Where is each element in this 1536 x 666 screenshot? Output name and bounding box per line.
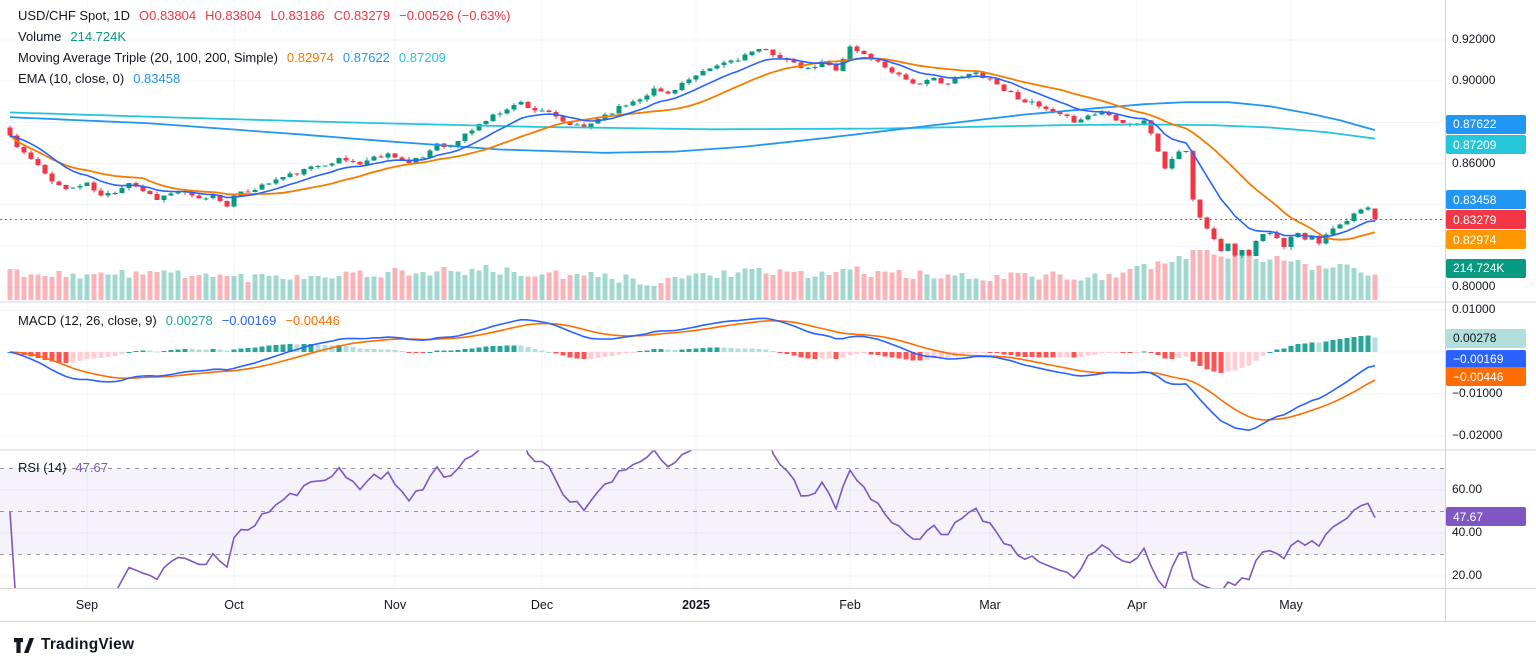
legend-segment: −0.00169 [221,313,277,328]
macd-signal-badge: −0.00446 [1446,367,1526,387]
macd-histogram [7,335,1378,374]
legend-segment: USD/CHF Spot, 1D [18,8,130,23]
rsi-line [9,450,1376,588]
legend-segment: C0.83279 [333,8,391,23]
volume-series [7,250,1378,300]
axis-separator [1445,0,1446,622]
macd-header-row: MACD (12, 26, close, 9) 0.00278 −0.00169 −0… [18,310,340,331]
legend-segment: 0.87209 [398,50,446,65]
ema10-line [9,56,1376,239]
volume-row: Volume 214.724K [18,26,510,47]
ma-triple-row: Moving Average Triple (20, 100, 200, Sim… [18,47,510,68]
volume-badge: 214.724K [1446,258,1526,278]
legend-segment: Volume [18,29,62,44]
legend-segment: 0.83458 [133,71,181,86]
time-axis-label: Oct [224,598,244,612]
legend-segment: EMA (10, close, 0) [18,71,125,86]
last-price-badge: 0.83279 [1446,210,1526,229]
ma20-line [9,57,1376,241]
ma20-badge: 0.82974 [1446,230,1526,250]
legend-segment: H0.83804 [205,8,262,23]
rsi-header-row: RSI (14) 47.67 [18,457,108,478]
ema-row: EMA (10, close, 0) 0.83458 [18,68,510,89]
rsi-pane-legend: RSI (14) 47.67 [18,457,108,478]
legend-segment: 47.67 [75,460,108,475]
axis-label: 0.90000 [1452,73,1496,88]
axis-label: 0.92000 [1452,32,1496,46]
tradingview-logo-icon [14,637,34,653]
tradingview-logo-text: TradingView [41,636,135,653]
time-axis-label: Feb [839,598,861,612]
legend-segment: 0.00278 [165,313,213,328]
symbol-row: USD/CHF Spot, 1D O0.83804 H0.83804 L0.83186… [18,5,510,26]
macd-signal-line [9,319,1376,421]
ma200-badge: 0.87209 [1446,135,1526,155]
rsi-level-lines [0,468,1445,555]
time-axis-label: 2025 [682,598,710,612]
time-axis-label: Dec [530,598,554,612]
legend-segment: 0.82974 [286,50,334,65]
macd-hist-badge: 0.00278 [1446,328,1526,348]
macd-line [9,317,1376,432]
axis-label: 0.01000 [1452,302,1496,316]
ma100-badge: 0.87622 [1446,114,1526,134]
time-scale[interactable]: Sep Oct Nov Dec 2025 Feb Mar Apr May [0,588,1536,622]
legend-segment: −0.00526 (−0.63%) [399,8,511,23]
price-pane-legend: USD/CHF Spot, 1D O0.83804 H0.83804 L0.83186… [18,5,510,89]
axis-label: −0.01000 [1452,386,1503,400]
time-axis-label: Apr [1127,598,1147,612]
legend-segment: L0.83186 [270,8,325,23]
macd-pane-legend: MACD (12, 26, close, 9) 0.00278 −0.00169 −0… [18,310,340,331]
tradingview-logo[interactable]: TradingView [14,636,134,654]
legend-segment: RSI (14) [18,460,67,475]
legend-segment: 0.87622 [342,50,390,65]
axis-label: 40.00 [1452,525,1483,539]
pane-separator[interactable] [0,301,1536,451]
time-axis-label: May [1279,598,1303,612]
legend-segment: −0.00446 [285,313,340,328]
axis-label: 0.80000 [1452,279,1496,293]
axis-label: 20.00 [1452,568,1483,582]
ema-badge: 0.83458 [1446,190,1526,210]
legend-segment: Moving Average Triple (20, 100, 200, Sim… [18,50,278,65]
chart-surface[interactable] [0,0,1536,588]
ma200-line [9,111,1376,140]
time-axis-label: Mar [979,598,1001,612]
legend-segment: O0.83804 [138,8,197,23]
legend-segment: MACD (12, 26, close, 9) [18,313,157,328]
axis-label: 0.86000 [1452,155,1496,170]
legend-segment: 214.724K [70,29,127,44]
footer: TradingView [14,636,134,654]
time-axis-label: Sep [75,598,99,612]
time-axis-label: Nov [383,598,407,612]
ma100-line [9,101,1376,154]
rsi-badge: 47.67 [1446,507,1526,526]
axis-label: −0.02000 [1452,428,1503,442]
axis-label: 60.00 [1452,482,1483,496]
macd-line-badge: −0.00169 [1446,349,1526,369]
